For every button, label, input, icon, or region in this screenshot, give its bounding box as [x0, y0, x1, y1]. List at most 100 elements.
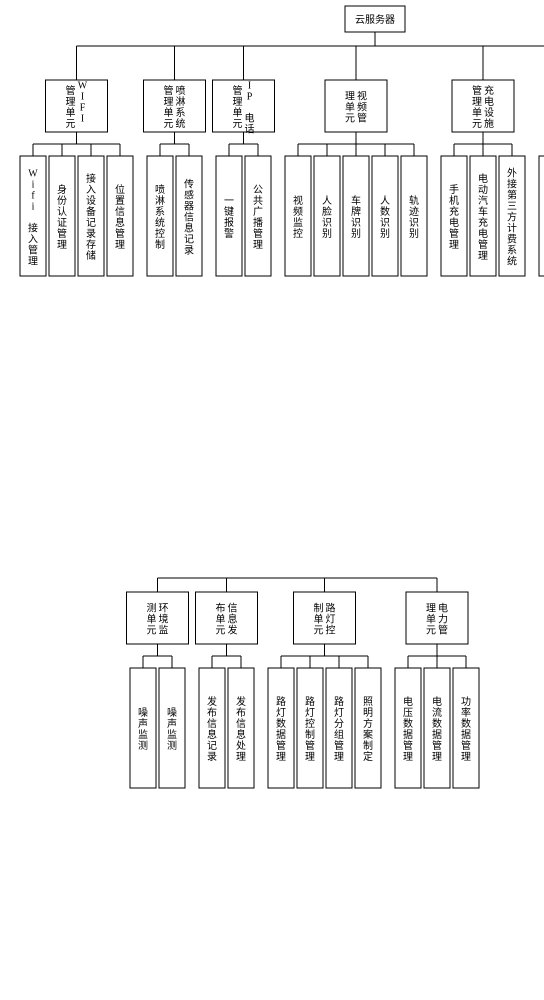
unit2-0-text: 单: [147, 614, 157, 626]
leaf2-2-1-text: 控: [305, 717, 315, 730]
unit2-3-text: 力: [438, 613, 448, 626]
leaf-5-0: [539, 156, 544, 276]
unit-2-text: 话: [245, 124, 255, 136]
leaf2-2-0-text: 数: [276, 717, 286, 730]
leaf-4-1-text: 车: [478, 205, 488, 218]
unit2-1: [196, 592, 258, 644]
leaf2-0-0-text: 噪: [138, 707, 148, 719]
leaf2-2-3-text: 明: [363, 707, 373, 719]
leaf-0-3-text: 管: [115, 227, 125, 240]
leaf-1-0-text: 控: [155, 227, 165, 240]
unit-0-text: F: [80, 103, 86, 114]
unit-2-text: I: [248, 81, 251, 92]
leaf-0-1-text: 证: [57, 217, 67, 229]
root-node-text: 云服务器: [355, 13, 395, 26]
leaf2-3-2-text: 管: [461, 739, 471, 752]
leaf2-2-3-text: 案: [363, 728, 373, 741]
leaf2-1-0-text: 布: [207, 707, 217, 719]
unit2-0-text: 监: [159, 624, 169, 637]
leaf-3-0-text: 控: [293, 227, 303, 240]
leaf-4-2-text: 方: [507, 211, 517, 224]
leaf-4-1-text: 汽: [478, 194, 488, 207]
leaf-4-0-text: 理: [449, 239, 459, 251]
leaf-3-2-text: 识: [351, 217, 361, 229]
leaf-3-3-text: 别: [380, 228, 390, 240]
leaf2-2-3-text: 定: [363, 750, 373, 763]
leaf2-1-1-text: 发: [236, 695, 246, 708]
leaf-3-4-text: 识: [409, 217, 419, 229]
leaf-1-1-text: 传: [184, 179, 194, 191]
leaf-0-0-text: 管: [28, 244, 38, 257]
leaf2-1-1-text: 息: [236, 728, 246, 741]
leaf2-3-0-text: 管: [403, 739, 413, 752]
leaf-1-1-text: 记: [184, 234, 194, 246]
unit-0-text: 元: [66, 119, 76, 130]
leaf2-1-1-text: 处: [236, 740, 246, 752]
unit-1-text: 统: [176, 117, 186, 130]
leaf2-3-1-text: 数: [432, 717, 442, 730]
leaf-4-2-text: 接: [507, 178, 517, 191]
leaf2-0-0-text: 声: [138, 717, 148, 730]
unit-1-text: 管: [164, 84, 174, 97]
leaf-0-0-text: W: [28, 169, 38, 180]
leaf-2-1-text: 广: [253, 206, 263, 218]
unit2-1-text: 单: [216, 614, 226, 626]
leaf-3-4-text: 轨: [409, 194, 419, 207]
unit-2: [213, 80, 275, 132]
leaf-4-1-text: 管: [478, 238, 488, 251]
leaf2-1-1-text: 理: [236, 751, 246, 763]
leaf-0-2-text: 接: [86, 172, 96, 185]
leaf2-0-0-text: 测: [138, 739, 148, 752]
leaf2-2-3-text: 制: [363, 739, 373, 752]
unit-1-text: 喷: [176, 85, 186, 97]
leaf-0-3-text: 置: [115, 195, 125, 207]
leaf-0-0-text: 入: [28, 235, 38, 246]
leaf-4-0-text: 手: [449, 183, 459, 196]
unit-4-text: 施: [484, 117, 494, 130]
leaf-2-1-text: 理: [253, 239, 263, 251]
leaf-4-2-text: 三: [507, 202, 517, 213]
leaf-3-4-text: 迹: [409, 205, 419, 218]
unit-0-text: I: [81, 114, 84, 125]
leaf2-2-0-text: 理: [276, 751, 286, 763]
leaf-3-3-text: 识: [380, 217, 390, 229]
unit-0-text: 单: [66, 107, 76, 119]
leaf-0-0-text: i: [32, 202, 35, 213]
leaf-3-0-text: 监: [293, 216, 303, 229]
leaf-4-0-text: 管: [449, 227, 459, 240]
leaf2-2-2-text: 管: [334, 739, 344, 752]
leaf2-2-3-text: 方: [363, 717, 373, 730]
leaf-1-1-text: 息: [184, 222, 194, 235]
unit-1-text: 理: [164, 96, 174, 108]
leaf2-1-0-text: 信: [207, 718, 217, 730]
leaf2-2-1-text: 灯: [305, 707, 315, 719]
leaf-4-2-text: 第: [507, 189, 517, 202]
leaf-0-1-text: 身: [57, 183, 67, 196]
leaf-4-2-text: 计: [507, 222, 517, 235]
leaf-1-1-text: 录: [184, 245, 194, 257]
leaf-4-2-text: 系: [507, 245, 517, 257]
leaf2-3-0-text: 压: [403, 707, 413, 719]
leaf-0-1-text: 管: [57, 227, 67, 240]
leaf2-3-0-text: 电: [403, 695, 413, 708]
leaf2-3-1-text: 据: [432, 728, 442, 741]
unit2-3-text: 单: [426, 614, 436, 626]
leaf-0-3-text: 位: [115, 183, 125, 196]
leaf-1-1-text: 信: [184, 212, 194, 224]
leaf-2-1-text: 管: [253, 227, 263, 240]
leaf-4-0-text: 充: [449, 205, 459, 218]
leaf2-0-1-text: 测: [167, 739, 177, 752]
leaf-3-3-text: 人: [380, 195, 390, 207]
unit-3-text: 频: [357, 101, 367, 114]
unit-2-text: 元: [233, 119, 243, 130]
leaf2-1-0-text: 发: [207, 695, 217, 708]
unit2-0-text: 境: [159, 613, 169, 626]
unit2-3-text: 元: [426, 626, 436, 637]
leaf2-3-1-text: 管: [432, 739, 442, 752]
leaf2-0-1-text: 声: [167, 717, 177, 730]
leaf2-2-0-text: 管: [276, 739, 286, 752]
leaf-0-1-text: 认: [57, 205, 67, 218]
leaf-3-1-text: 别: [322, 228, 332, 240]
leaf2-1-0-text: 录: [207, 751, 217, 763]
leaf-0-2-text: 设: [86, 195, 96, 207]
